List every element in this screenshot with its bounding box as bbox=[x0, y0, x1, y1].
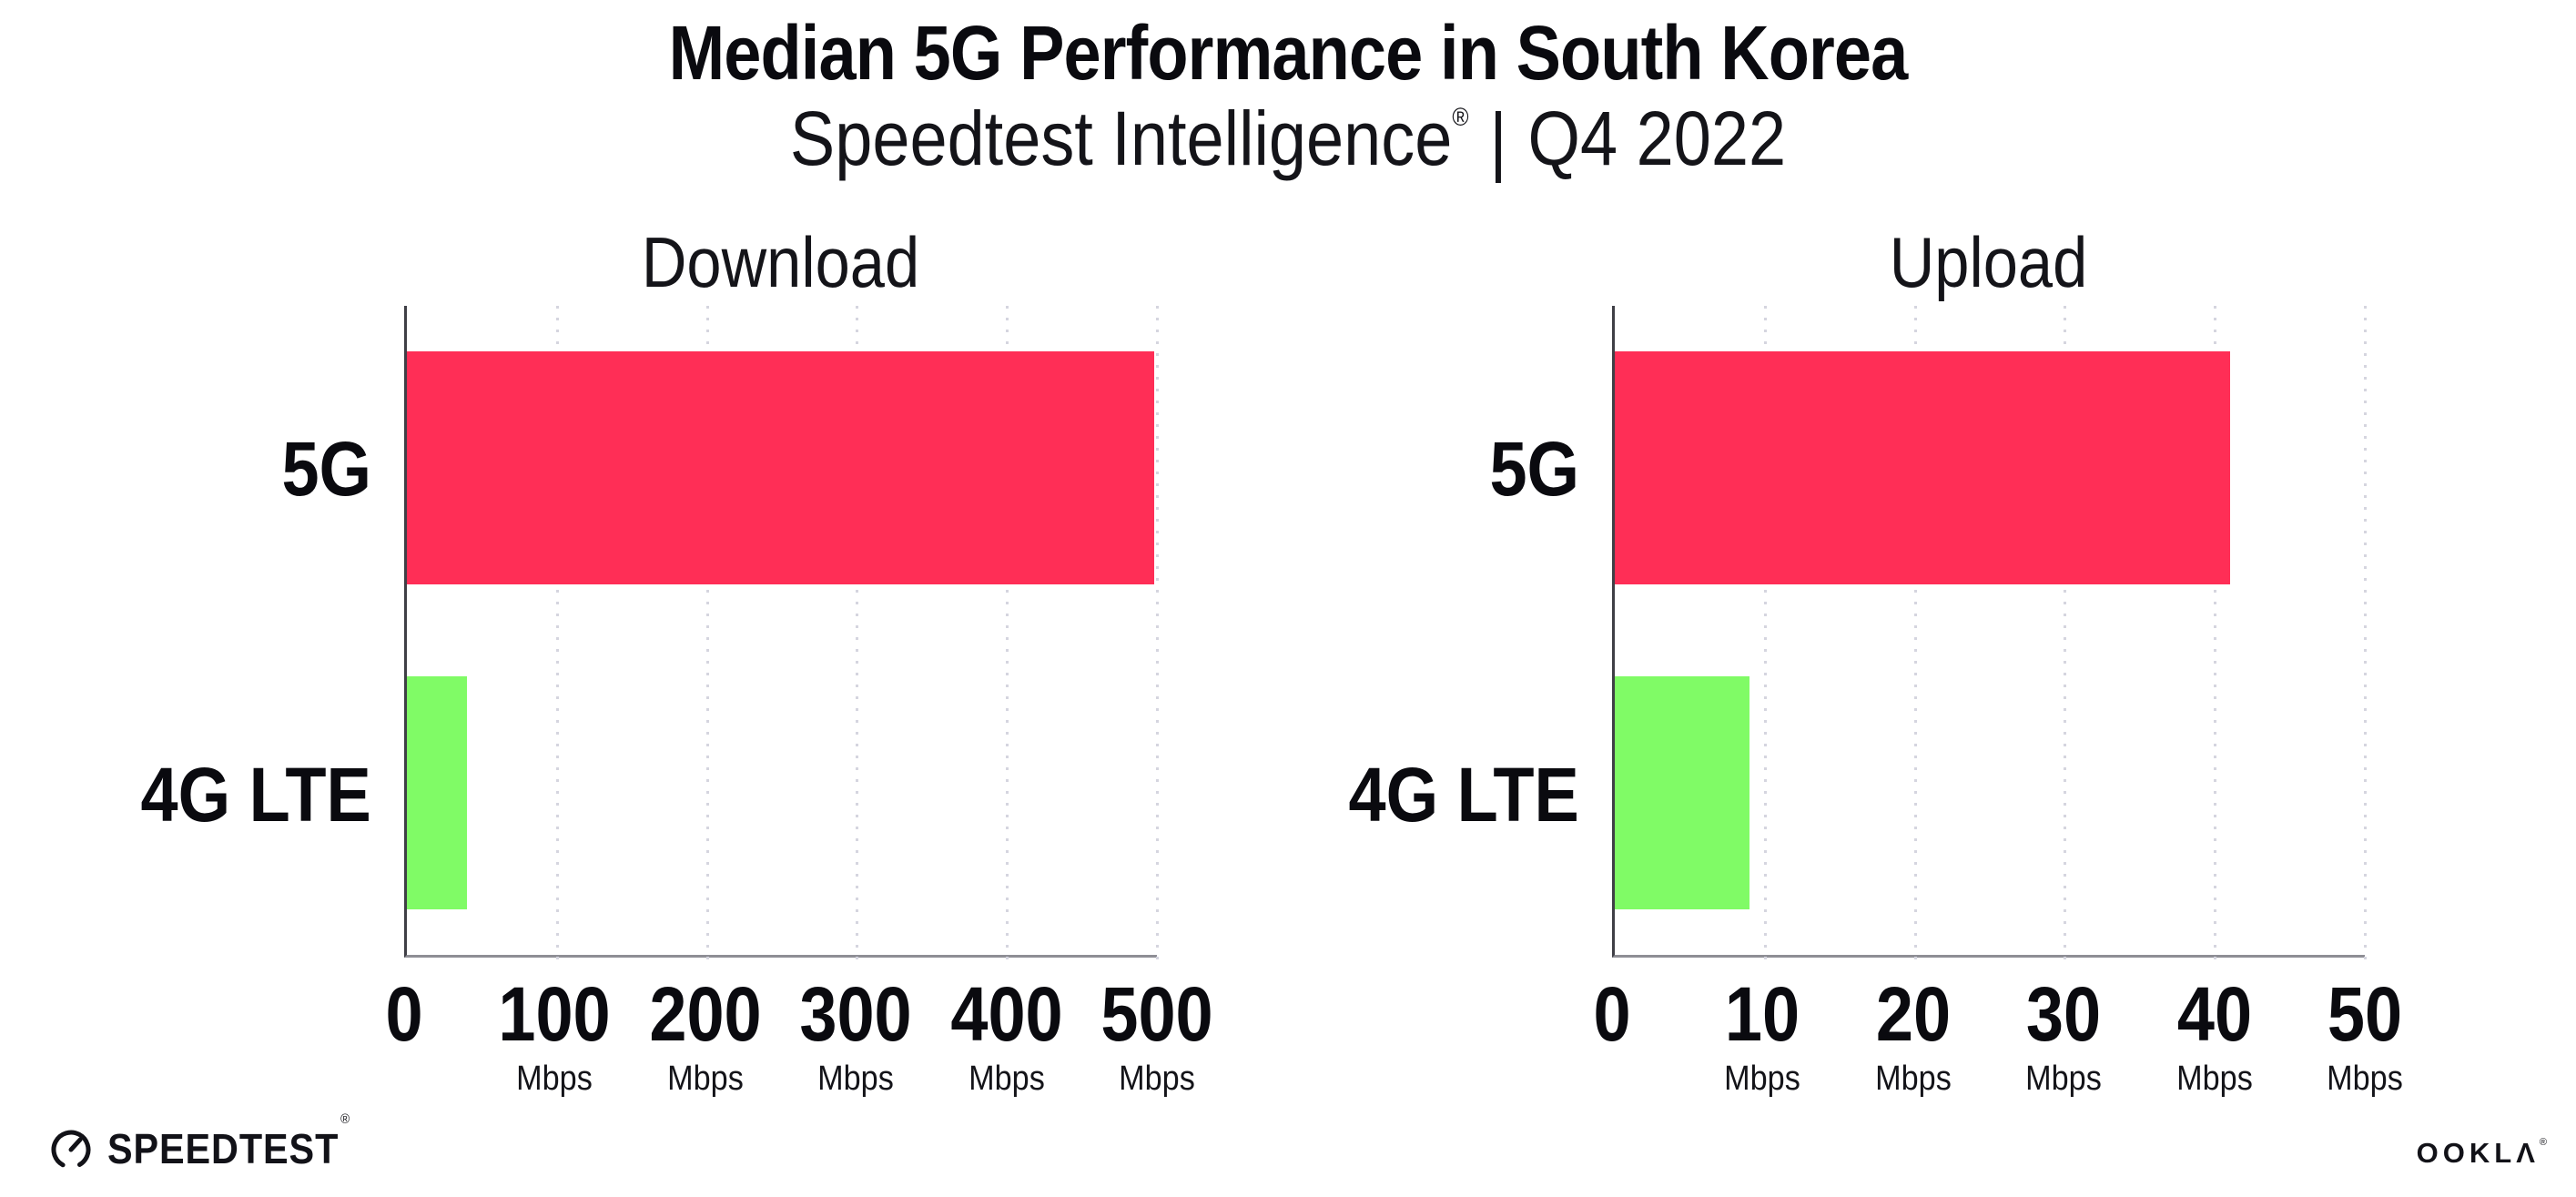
tick-value: 300 bbox=[799, 971, 912, 1057]
chart-panel-download: Download 5G 4G LTE 0 100 Mbps 200 Mbps 300 Mbps 40… bbox=[141, 218, 1213, 1138]
tick-0: 0 bbox=[1591, 958, 1634, 1052]
tick-value: 40 bbox=[2176, 971, 2252, 1057]
tick-unit: Mbps bbox=[817, 1060, 894, 1098]
bar-5g bbox=[407, 351, 1154, 585]
x-axis-ticks: 0 100 Mbps 200 Mbps 300 Mbps 400 Mbps 500 Mbps bbox=[385, 958, 1212, 1131]
tick-400: 400 Mbps bbox=[943, 958, 1070, 1096]
tick-value: 20 bbox=[1875, 971, 1951, 1057]
category-labels: 5G 4G LTE bbox=[1349, 306, 1612, 958]
tick-unit: Mbps bbox=[2175, 1060, 2253, 1098]
page-subtitle: Speedtest Intelligence® | Q4 2022 bbox=[155, 96, 2421, 181]
gridline bbox=[1156, 306, 1159, 966]
gridline bbox=[1913, 306, 1917, 966]
speedtest-registered-mark: ® bbox=[340, 1111, 350, 1127]
ookla-logo: OOKLΛ ® bbox=[2417, 1137, 2547, 1170]
tick-200: 200 Mbps bbox=[642, 958, 769, 1096]
gridline bbox=[1006, 306, 1009, 966]
tick-value: 50 bbox=[2327, 971, 2403, 1057]
category-label-4g-lte: 4G LTE bbox=[1348, 752, 1579, 837]
ookla-registered-mark: ® bbox=[2539, 1137, 2547, 1148]
gridline bbox=[2064, 306, 2067, 966]
plot-area-download bbox=[404, 306, 1159, 966]
chart-panel-upload: Upload 5G 4G LTE 0 10 Mbps 20 Mbps 30 Mbps 40 Mbps 5… bbox=[1349, 218, 2403, 1138]
registered-mark: ® bbox=[1452, 103, 1469, 131]
tick-value: 0 bbox=[385, 971, 423, 1057]
bar-4g-lte bbox=[1615, 675, 1750, 909]
tick-value: 0 bbox=[1593, 971, 1631, 1057]
chart-title-upload: Upload bbox=[1889, 222, 2088, 302]
x-axis-ticks: 0 10 Mbps 20 Mbps 30 Mbps 40 Mbps 50 Mbps bbox=[1593, 958, 2402, 1131]
tick-unit: Mbps bbox=[1724, 1060, 1801, 1098]
category-labels: 5G 4G LTE bbox=[141, 306, 404, 958]
tick-500: 500 Mbps bbox=[1093, 958, 1221, 1096]
tick-10: 10 Mbps bbox=[1720, 958, 1805, 1096]
tick-value: 100 bbox=[498, 971, 612, 1057]
subtitle-period: Q4 2022 bbox=[1527, 96, 1787, 181]
category-label-5g: 5G bbox=[1489, 426, 1579, 512]
tick-value: 200 bbox=[649, 971, 762, 1057]
ookla-logo-text: OOKLΛ bbox=[2416, 1137, 2540, 1169]
speedtest-logo-text: SPEEDTEST® bbox=[107, 1111, 350, 1172]
gridline bbox=[2364, 306, 2367, 966]
tick-value: 500 bbox=[1100, 971, 1213, 1057]
tick-value: 10 bbox=[1725, 971, 1800, 1057]
tick-20: 20 Mbps bbox=[1871, 958, 1955, 1096]
gridline bbox=[705, 306, 709, 966]
tick-unit: Mbps bbox=[968, 1060, 1045, 1098]
page-title: Median 5G Performance in South Korea bbox=[668, 10, 1909, 96]
tick-unit: Mbps bbox=[666, 1060, 744, 1098]
chart-title-download: Download bbox=[641, 222, 920, 302]
tick-50: 50 Mbps bbox=[2322, 958, 2407, 1096]
gridline bbox=[1763, 306, 1767, 966]
tick-30: 30 Mbps bbox=[2021, 958, 2105, 1096]
gridline bbox=[2214, 306, 2217, 966]
tick-unit: Mbps bbox=[2025, 1060, 2102, 1098]
speedtest-intelligence-label: Speedtest Intelligence bbox=[789, 96, 1453, 181]
category-label-5g: 5G bbox=[281, 426, 371, 512]
tick-unit: Mbps bbox=[1119, 1060, 1195, 1098]
tick-40: 40 Mbps bbox=[2172, 958, 2257, 1096]
gridline bbox=[856, 306, 859, 966]
subtitle-separator: | bbox=[1489, 97, 1507, 183]
tick-unit: Mbps bbox=[516, 1060, 593, 1098]
tick-value: 30 bbox=[2026, 971, 2102, 1057]
tick-0: 0 bbox=[383, 958, 426, 1052]
tick-unit: Mbps bbox=[1874, 1060, 1952, 1098]
category-label-4g-lte: 4G LTE bbox=[140, 752, 371, 837]
tick-unit: Mbps bbox=[2327, 1060, 2403, 1098]
tick-value: 400 bbox=[949, 971, 1063, 1057]
bar-5g bbox=[1615, 351, 2230, 585]
tick-100: 100 Mbps bbox=[491, 958, 618, 1096]
speedtest-logo: SPEEDTEST® bbox=[49, 1111, 376, 1173]
speedtest-gauge-icon bbox=[51, 1130, 91, 1170]
plot-area-upload bbox=[1612, 306, 2367, 966]
bar-4g-lte bbox=[407, 675, 467, 909]
tick-300: 300 Mbps bbox=[792, 958, 919, 1096]
gridline bbox=[555, 306, 559, 966]
